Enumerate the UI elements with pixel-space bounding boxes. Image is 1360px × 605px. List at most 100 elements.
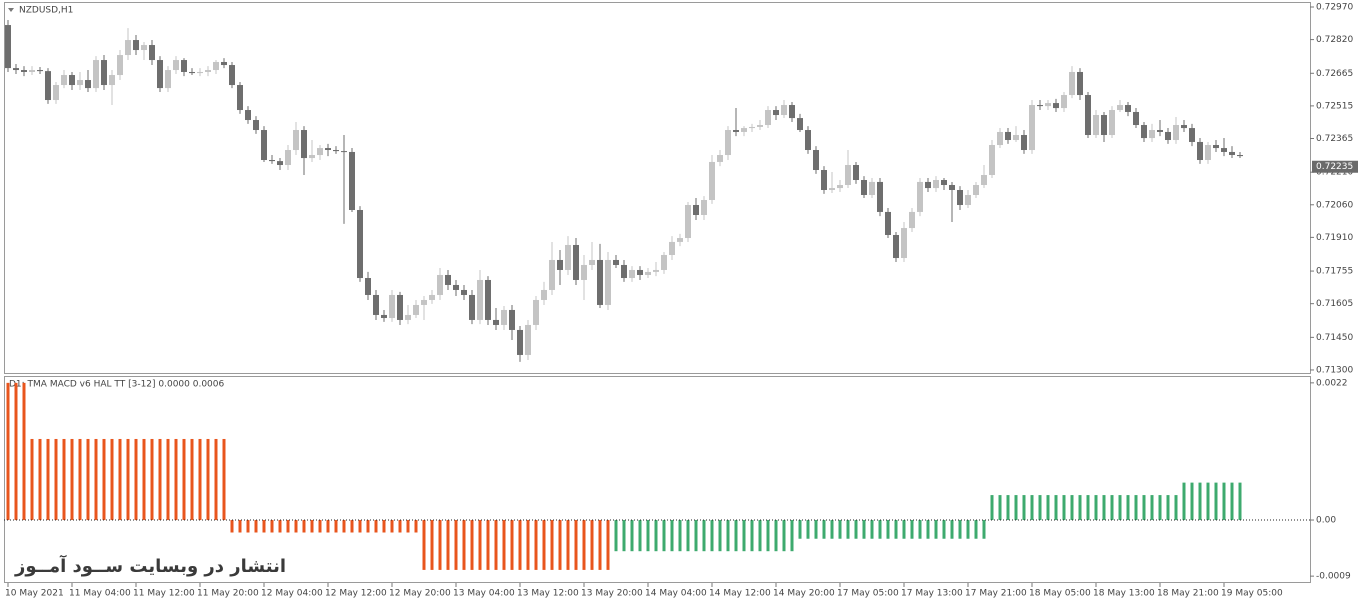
histogram-bar [158,438,162,521]
histogram-bar [462,520,466,570]
x-tick-label: 18 May 05:00 [1029,589,1091,599]
histogram-bar [142,438,146,521]
candle-body [245,110,251,121]
candle-body [1117,105,1123,111]
candle-body [1181,125,1187,129]
candle-body [1125,105,1131,112]
histogram-bar [574,520,578,570]
histogram-bar [262,520,266,533]
histogram-bar [22,382,26,521]
candle-body [165,70,171,89]
candle-body [349,151,355,210]
histogram-bar [1006,495,1010,521]
candle-body [237,85,243,111]
histogram-bar [566,520,570,570]
histogram-bar [614,520,618,552]
panel-menu-icon[interactable] [8,8,14,12]
x-tick-label: 14 May 04:00 [645,589,707,599]
histogram-bar [62,438,66,521]
histogram-bar [918,520,922,539]
candle-body [533,299,539,325]
candle-body [1213,145,1219,149]
y-tick-label: 0.71605 [1316,299,1353,309]
histogram-bar [550,520,554,570]
candle-body [653,269,659,272]
histogram-bar [230,520,234,533]
candle-body [429,294,435,300]
candle-body [1173,125,1179,141]
candle-body [1037,105,1043,107]
candle-body [501,309,507,325]
candle-body [925,181,931,189]
candle-body [157,60,163,89]
histogram-bar [710,520,714,552]
histogram-bar [726,520,730,552]
histogram-bar [982,520,986,539]
histogram-bar [558,520,562,570]
y-tick-label: 0.72060 [1316,200,1353,210]
histogram-bar [174,438,178,521]
candle-body [789,105,795,119]
candle-body [517,329,523,355]
candle-body [957,189,963,205]
candle-body [21,70,27,72]
histogram-bar [702,520,706,552]
indicator-title: D1: TMA MACD v6 HAL TT [3-12] 0.0000 0.0… [9,380,225,390]
histogram-bar [926,520,930,539]
y-tick-label: 0.72820 [1316,35,1353,45]
candle-body [685,204,691,239]
histogram-bar [1038,495,1042,521]
x-tick-label: 10 May 2021 [5,589,64,599]
candle-body [85,80,91,89]
histogram-bar [374,520,378,533]
histogram-bar [182,438,186,521]
histogram-bar [302,520,306,533]
histogram-bar [598,520,602,570]
histogram-bar [78,438,82,521]
histogram-bar [758,520,762,552]
candle-body [133,40,139,51]
candle-body [365,278,371,295]
histogram-bar [278,520,282,533]
histogram-bar [86,438,90,521]
candle-body [1109,110,1115,136]
histogram-bar [246,520,250,533]
x-tick-label: 12 May 04:00 [261,589,323,599]
histogram-bar [718,520,722,552]
y-tick-label: 0.71450 [1316,333,1353,343]
candle-body [221,61,227,66]
histogram-bar [94,438,98,521]
candle-body [1205,145,1211,161]
x-tick-label: 11 May 12:00 [133,589,195,599]
histogram-bar [678,520,682,552]
candle-body [333,150,339,152]
histogram-bar [1222,482,1226,521]
candle-body [1021,135,1027,151]
candle-body [677,238,683,242]
histogram-bar [454,520,458,570]
candle-body [949,185,955,190]
histogram-bar [774,520,778,552]
chart-title: NZDUSD,H1 [19,6,73,16]
histogram-bar [1238,482,1242,521]
y-tick-label: 0.00 [1316,516,1336,526]
histogram-bar [934,520,938,539]
x-tick-label: 13 May 20:00 [581,589,643,599]
histogram-bar [110,438,114,521]
candle-body [269,160,275,162]
histogram-bar [870,520,874,539]
histogram-bar [1078,495,1082,521]
histogram-bar [350,520,354,533]
candle-body [1013,135,1019,141]
histogram-bar [1102,495,1106,521]
candle-body [53,85,59,101]
candle-body [213,61,219,71]
histogram-bar [518,520,522,570]
histogram-bar [6,382,10,521]
candle-body [525,324,531,355]
candle-body [341,151,347,153]
candle-body [253,120,259,131]
candle-body [173,60,179,71]
histogram-bar [1166,495,1170,521]
